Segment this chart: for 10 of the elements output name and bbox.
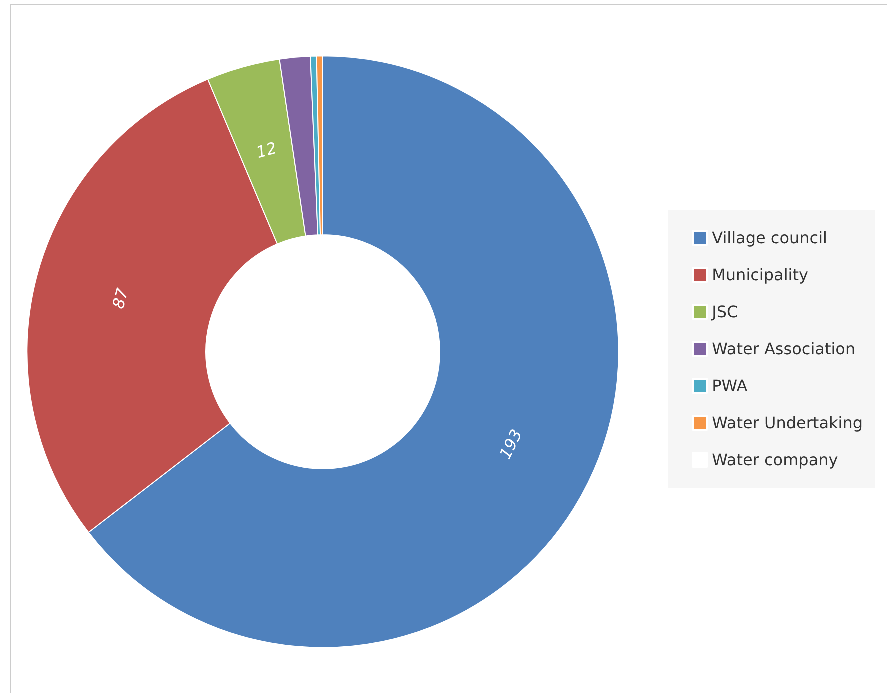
legend-label: Water company (712, 450, 838, 470)
legend-label: Water Association (712, 340, 856, 358)
legend-label: PWA (712, 376, 748, 396)
legend-label: Village council (712, 228, 828, 248)
legend-label: JSC (711, 302, 738, 322)
legend-label: Municipality (712, 266, 808, 284)
data-label: 193 (496, 426, 526, 462)
data-label: 87 (108, 286, 132, 311)
legend-label: Water Undertaking (712, 414, 864, 432)
data-label: 12 (254, 138, 279, 162)
